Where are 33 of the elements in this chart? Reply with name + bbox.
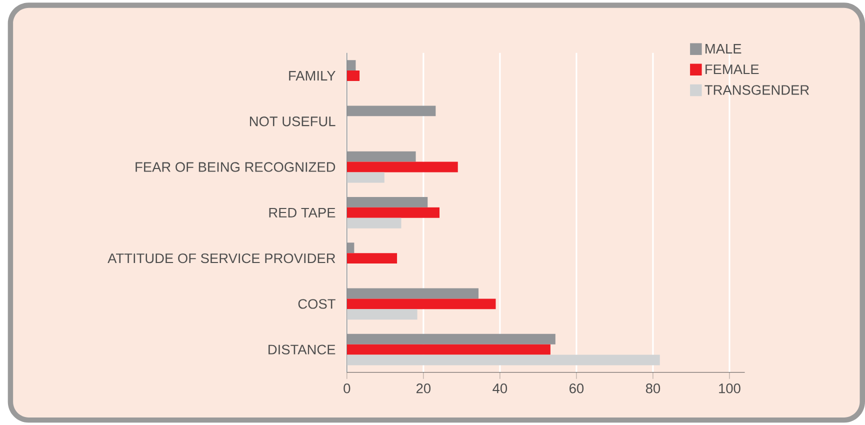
bar — [346, 70, 360, 81]
bar — [346, 298, 496, 310]
x-tick-label: 0 — [344, 383, 350, 394]
bar — [346, 218, 402, 228]
legend-label: MALE — [706, 44, 742, 54]
bar — [346, 309, 418, 320]
x-tick-label: 20 — [416, 383, 431, 394]
legend-label: FEMALE — [706, 64, 759, 74]
bar — [346, 60, 356, 70]
bar — [346, 106, 436, 116]
bar — [346, 151, 416, 162]
y-tick-label: FEAR OF BEING RECOGNIZED — [136, 162, 336, 172]
bar — [346, 344, 550, 355]
x-tick-label: 60 — [570, 383, 584, 394]
y-tick-label: RED TAPE — [269, 208, 336, 218]
y-tick-label: ATTITUDE OF SERVICE PROVIDER — [108, 253, 336, 264]
bar — [346, 354, 660, 366]
bar — [346, 162, 458, 172]
x-tick-label: 100 — [719, 383, 740, 394]
bar — [346, 242, 354, 253]
y-tick-label: FAMILY — [289, 70, 336, 80]
bar — [346, 196, 428, 208]
x-tick-label: 80 — [646, 383, 660, 394]
legend-label: TRANSGENDER — [704, 84, 809, 95]
bar — [346, 207, 440, 218]
y-tick-label: DISTANCE — [268, 344, 336, 354]
x-tick-label: 40 — [492, 383, 508, 394]
bar — [346, 334, 556, 344]
bar — [346, 172, 384, 183]
y-tick-label: COST — [298, 298, 336, 309]
bar — [346, 252, 398, 264]
y-tick-label: NOT USEFUL — [250, 116, 336, 126]
bar — [346, 288, 479, 299]
